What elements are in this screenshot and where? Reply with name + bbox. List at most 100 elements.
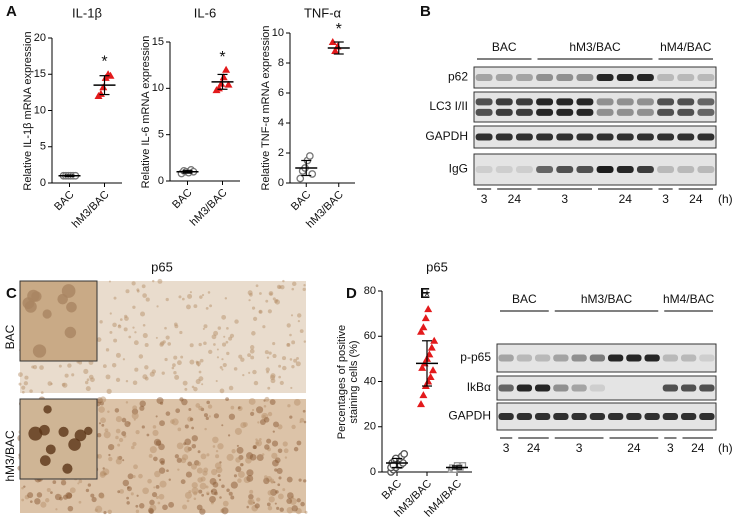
tissue-texture (217, 474, 221, 478)
blot-band (677, 133, 695, 141)
tissue-texture (177, 360, 182, 366)
tissue-texture (174, 374, 180, 380)
blot-row-label: GAPDH (425, 129, 468, 143)
inset-nucleus (66, 301, 77, 313)
tissue-texture (286, 506, 294, 514)
tissue-texture (281, 356, 287, 361)
tissue-texture (255, 441, 260, 445)
tissue-texture (78, 479, 83, 484)
tissue-texture (123, 327, 128, 332)
tissue-texture (303, 340, 307, 343)
blot-band (556, 166, 574, 173)
tissue-texture (183, 442, 187, 446)
tissue-texture (228, 385, 234, 391)
tissue-texture (46, 487, 51, 492)
blot-band (616, 166, 634, 173)
tissue-texture (103, 511, 107, 515)
chart-title: IL-6 (194, 5, 216, 20)
blot-band (498, 384, 514, 392)
tissue-texture (50, 491, 53, 494)
tissue-texture (237, 406, 241, 410)
tissue-texture (221, 314, 227, 320)
blot-band (556, 108, 574, 116)
tissue-texture (183, 446, 191, 453)
tissue-texture (21, 498, 25, 502)
tissue-texture (159, 420, 165, 427)
tissue-texture (18, 372, 23, 377)
tissue-texture (199, 482, 207, 490)
blot-band (515, 133, 533, 141)
panel-letter: D (346, 285, 357, 302)
tissue-texture (266, 356, 270, 359)
tissue-texture (85, 386, 91, 392)
blot-band (534, 413, 551, 420)
tissue-texture (198, 370, 202, 374)
tissue-texture (133, 340, 139, 346)
tissue-texture (289, 415, 293, 419)
blot-band (699, 384, 715, 392)
tissue-texture (181, 297, 185, 301)
tissue-texture (122, 459, 125, 462)
tissue-texture (90, 493, 95, 498)
tissue-texture (266, 438, 272, 444)
tissue-texture (304, 510, 308, 514)
blot-row-label: LC3 I/II (429, 99, 468, 113)
tissue-texture (174, 454, 179, 459)
tissue-texture (222, 500, 229, 507)
y-tick-label: 15 (34, 68, 46, 80)
tissue-texture (225, 340, 229, 344)
tissue-texture (153, 456, 158, 462)
tissue-texture (218, 478, 222, 481)
tissue-texture (298, 478, 302, 482)
data-point (400, 450, 409, 458)
tissue-texture (248, 299, 251, 302)
blot-band (657, 108, 675, 116)
tissue-texture (165, 411, 171, 416)
blot-band (475, 98, 493, 106)
tissue-texture (300, 501, 305, 507)
tissue-texture (219, 461, 222, 464)
blot-band (475, 108, 493, 116)
data-point (219, 73, 228, 81)
blot-band (553, 413, 569, 420)
data-point (419, 323, 428, 331)
tissue-texture (167, 342, 172, 346)
tissue-texture (85, 488, 90, 493)
tissue-texture (152, 425, 157, 429)
time-label: 3 (576, 441, 583, 455)
tissue-texture (211, 334, 217, 340)
tissue-texture (276, 284, 282, 290)
tissue-texture (295, 361, 301, 367)
tissue-texture (29, 500, 33, 503)
tissue-texture (206, 400, 210, 405)
blot-band (680, 354, 697, 362)
tissue-texture (273, 481, 276, 484)
tissue-texture (144, 343, 149, 348)
tissue-texture (104, 428, 109, 433)
tissue-texture (217, 443, 224, 450)
tissue-texture (97, 454, 102, 459)
tissue-texture (94, 508, 98, 512)
tissue-texture (135, 504, 139, 508)
tissue-texture (250, 345, 255, 350)
tissue-texture (52, 480, 57, 484)
histology-title: p65 (151, 259, 173, 274)
tissue-texture (272, 430, 275, 433)
significance-mark: * (219, 49, 225, 66)
data-point (430, 336, 439, 344)
blot-band (680, 413, 697, 420)
tissue-texture (235, 457, 241, 463)
tissue-texture (263, 417, 270, 423)
tissue-texture (279, 507, 284, 512)
tissue-texture (121, 431, 127, 436)
tissue-texture (114, 408, 120, 413)
tissue-texture (224, 297, 228, 300)
y-tick-label: 5 (40, 141, 46, 153)
tissue-texture (118, 324, 121, 327)
tissue-texture (303, 479, 307, 483)
tissue-texture (257, 456, 261, 460)
tissue-texture (185, 471, 193, 478)
tissue-texture (196, 504, 203, 511)
tissue-texture (226, 351, 230, 356)
tissue-texture (215, 450, 219, 453)
